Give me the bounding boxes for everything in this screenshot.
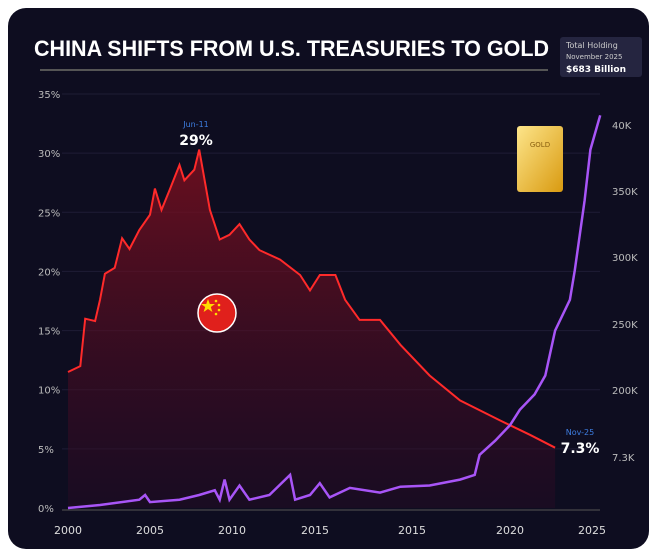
badge-value: $683 Billion [566, 65, 626, 75]
chart-title: CHINA SHIFTS FROM U.S. TREASURIES TO GOL… [34, 36, 549, 61]
y-left-tick-label: 25% [38, 208, 60, 219]
y-right-tick-label: 200K [612, 386, 638, 397]
gold-price-line [67, 114, 602, 510]
end-value-label: 7.3% [561, 441, 600, 457]
x-tick-label: 2015 [301, 524, 329, 537]
x-tick-label: 2000 [54, 524, 82, 537]
red-area-fill [68, 149, 556, 508]
x-tick-label: 2020 [496, 524, 524, 537]
gold-bar-icon: GOLD [517, 126, 563, 192]
svg-text:GOLD: GOLD [530, 141, 550, 149]
china-flag-icon [197, 293, 237, 333]
y-right-tick-label: 40K [612, 121, 632, 132]
treasury-share-line [67, 149, 556, 449]
peak-value-label: 29% [179, 133, 213, 149]
y-right-tick-label: 7.3K [612, 453, 635, 464]
y-left-tick-label: 5% [38, 445, 54, 456]
x-tick-label: 2005 [136, 524, 164, 537]
total-holding-badge [560, 37, 642, 77]
x-tick-label: 2015 [398, 524, 426, 537]
badge-line2: November 2025 [566, 53, 622, 61]
badge-line1: Total Holding [565, 41, 618, 50]
y-right-tick-label: 350K [612, 187, 638, 198]
x-tick-label: 2010 [218, 524, 246, 537]
y-left-tick-label: 10% [38, 386, 60, 397]
end-date-label: Nov-25 [566, 428, 594, 437]
peak-date-label: Jun-11 [182, 120, 209, 129]
y-left-tick-label: 35% [38, 90, 60, 101]
y-left-tick-label: 30% [38, 149, 60, 160]
x-tick-label: 2025 [578, 524, 606, 537]
y-left-tick-label: 20% [38, 267, 60, 278]
y-right-tick-label: 300K [612, 253, 638, 264]
y-right-tick-label: 250K [612, 320, 638, 331]
y-left-tick-label: 15% [38, 327, 60, 338]
y-left-tick-label: 0% [38, 504, 54, 515]
